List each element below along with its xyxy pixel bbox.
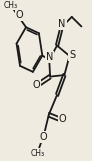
Text: O: O	[16, 10, 23, 20]
Text: CH₃: CH₃	[4, 1, 18, 10]
Text: N: N	[58, 19, 66, 29]
Text: O: O	[59, 114, 67, 124]
Text: S: S	[69, 50, 75, 60]
Text: O: O	[32, 80, 40, 90]
Text: CH₃: CH₃	[31, 149, 45, 158]
Text: O: O	[40, 132, 47, 142]
Text: N: N	[46, 52, 53, 62]
